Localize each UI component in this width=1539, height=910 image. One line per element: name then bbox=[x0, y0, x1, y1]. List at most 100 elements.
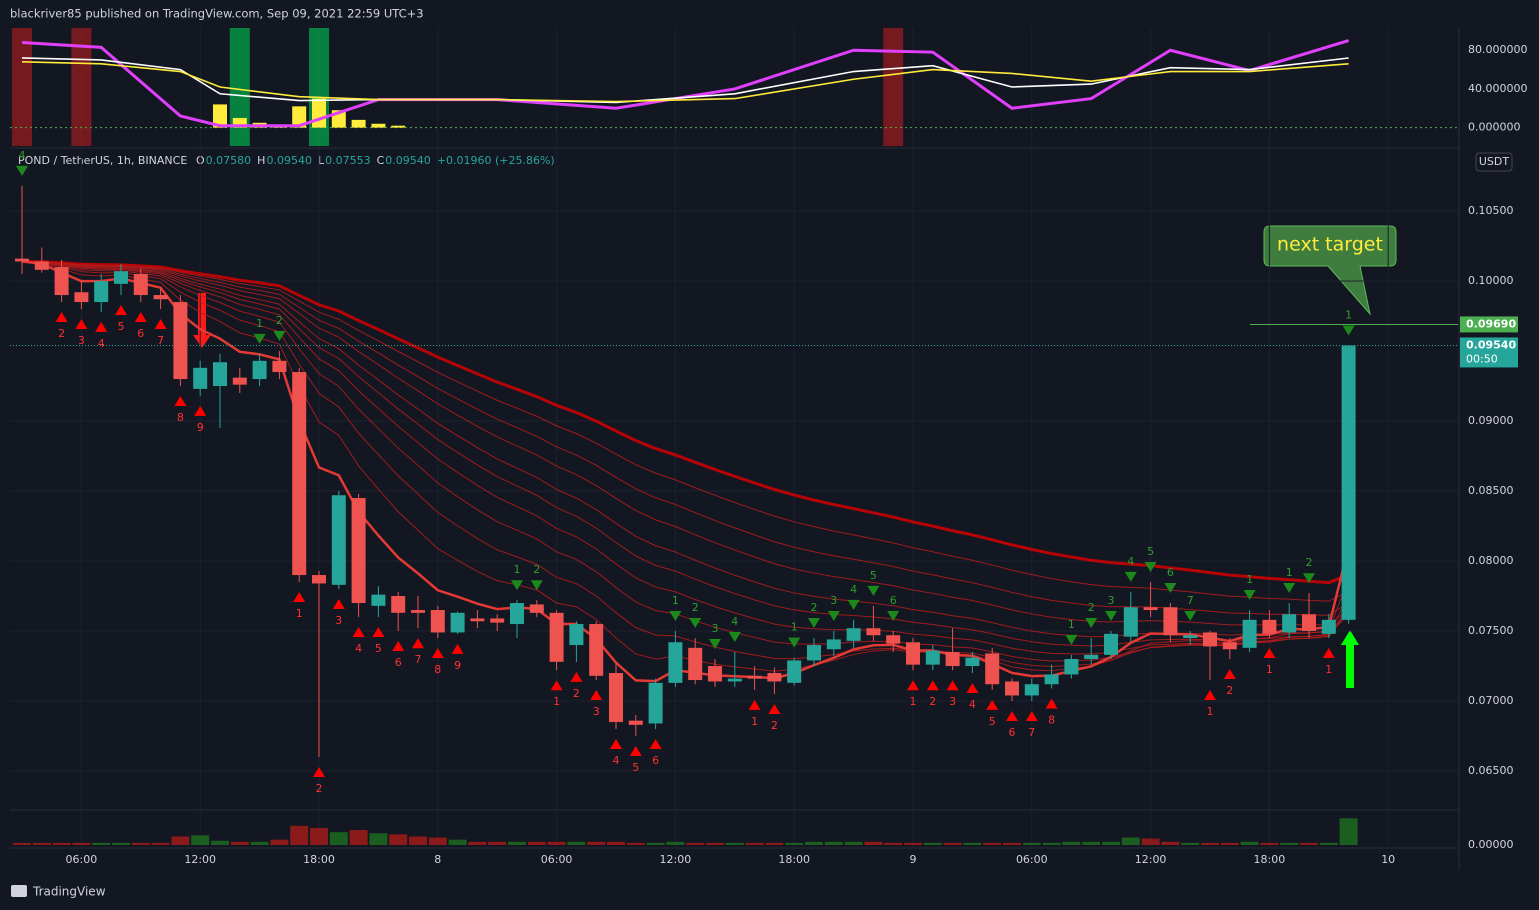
td-buy-count: 4 bbox=[19, 149, 26, 162]
td-buy-count: 1 bbox=[1246, 573, 1253, 586]
td-sell-count: 4 bbox=[969, 698, 976, 711]
td-buy-count: 5 bbox=[870, 569, 877, 582]
td-buy-count: 2 bbox=[1088, 601, 1095, 614]
td-sell-marker bbox=[570, 671, 583, 682]
td-buy-count: 4 bbox=[731, 615, 738, 628]
osc-tick-label: 80.000000 bbox=[1468, 43, 1528, 56]
td-sell-count: 3 bbox=[593, 705, 600, 718]
candle-body bbox=[331, 495, 346, 585]
volume-bar bbox=[567, 841, 586, 845]
candle-body bbox=[1242, 619, 1257, 648]
td-sell-marker bbox=[332, 599, 345, 610]
candle-body bbox=[965, 657, 980, 667]
td-sell-count: 5 bbox=[632, 761, 639, 774]
signal-arrows bbox=[193, 293, 1359, 688]
ema-ribbon bbox=[21, 260, 1349, 647]
td-buy-marker bbox=[1184, 611, 1197, 622]
volume-bar bbox=[409, 836, 427, 845]
td-buy-marker bbox=[1144, 562, 1157, 573]
volume-bar bbox=[1042, 842, 1061, 845]
td-buy-marker bbox=[1085, 618, 1098, 629]
td-buy-count: 2 bbox=[276, 314, 283, 327]
td-buy-marker bbox=[867, 585, 880, 596]
osc-bar bbox=[232, 117, 247, 128]
candle-body bbox=[688, 647, 703, 681]
candle-body bbox=[470, 618, 485, 622]
volume-bar bbox=[1003, 842, 1021, 845]
td-buy-count: 1 bbox=[256, 317, 263, 330]
td-sell-marker bbox=[174, 396, 187, 407]
td-sell-count: 8 bbox=[1048, 713, 1055, 726]
y-tick-label: 0.10500 bbox=[1468, 204, 1514, 217]
candle-body bbox=[529, 604, 544, 613]
volume-bar bbox=[1062, 841, 1081, 845]
td-sell-count: 4 bbox=[613, 754, 620, 767]
osc-highlight bbox=[883, 28, 904, 146]
candle-body bbox=[807, 645, 821, 661]
td-sell-marker bbox=[75, 319, 88, 330]
legend: POND / TetherUS, 1h, BINANCE O0.07580H0.… bbox=[18, 154, 555, 167]
td-sell-count: 1 bbox=[1207, 705, 1214, 718]
y-tick-label: 0.07000 bbox=[1468, 694, 1514, 707]
price-label-box bbox=[1460, 337, 1518, 368]
td-buy-count: 2 bbox=[811, 601, 818, 614]
volume-bar bbox=[824, 841, 843, 845]
candle-body bbox=[985, 653, 1000, 685]
td-sell-count: 5 bbox=[375, 642, 382, 655]
td-sell-count: 2 bbox=[573, 687, 580, 700]
volume-bar bbox=[72, 842, 91, 845]
price-label: 0.09690 bbox=[1466, 317, 1516, 330]
candle-body bbox=[549, 612, 564, 662]
volume-bar bbox=[666, 841, 685, 845]
price-countdown: 00:50 bbox=[1466, 352, 1498, 365]
candle-body bbox=[510, 603, 524, 625]
candle-body bbox=[391, 596, 406, 613]
td-buy-marker bbox=[253, 333, 266, 344]
volume-bar bbox=[963, 842, 982, 845]
candle-body bbox=[430, 610, 445, 633]
y-tick-label: 0.08500 bbox=[1468, 484, 1514, 497]
time-label: 8 bbox=[434, 853, 441, 866]
candle-body bbox=[292, 372, 307, 576]
volume-bar bbox=[1319, 842, 1338, 845]
ema-ribbon bbox=[21, 260, 1350, 672]
td-buy-count: 6 bbox=[890, 594, 897, 607]
candle-body bbox=[906, 642, 920, 665]
td-sell-marker bbox=[194, 405, 207, 416]
candle-body bbox=[767, 673, 782, 682]
td-sell-marker bbox=[352, 627, 365, 638]
td-buy-marker bbox=[808, 618, 820, 629]
candle-body bbox=[1321, 619, 1336, 634]
td-sell-count: 7 bbox=[1028, 726, 1035, 739]
volume-bar bbox=[52, 842, 71, 845]
candle-body bbox=[1084, 654, 1099, 660]
volume-tick-label: 0.00000 bbox=[1468, 838, 1514, 851]
volume-bar bbox=[745, 842, 764, 845]
td-sell-marker bbox=[95, 321, 108, 332]
y-tick-label: 0.07500 bbox=[1468, 624, 1514, 637]
td-sell-count: 5 bbox=[118, 320, 125, 333]
volume-bar bbox=[131, 842, 150, 845]
candle-body bbox=[133, 274, 148, 296]
osc-highlight bbox=[71, 28, 92, 146]
td-buy-count: 2 bbox=[1306, 556, 1313, 569]
td-buy-marker bbox=[1342, 325, 1355, 336]
volume-bar bbox=[191, 835, 210, 845]
td-sell-count: 2 bbox=[771, 719, 778, 732]
volume-bar bbox=[1240, 841, 1259, 845]
time-label: 10 bbox=[1381, 853, 1395, 866]
currency-box bbox=[1475, 152, 1513, 172]
candle-body bbox=[34, 261, 49, 270]
td-sell-marker bbox=[550, 680, 563, 691]
time-label: 12:00 bbox=[1135, 853, 1167, 866]
td-sell-count: 9 bbox=[454, 659, 461, 672]
time-label: 12:00 bbox=[184, 853, 216, 866]
candle-body bbox=[925, 650, 940, 665]
volume-bar bbox=[1339, 818, 1358, 845]
volume-bar bbox=[290, 825, 309, 845]
candle-body bbox=[1044, 674, 1059, 685]
time-label: 9 bbox=[910, 853, 917, 866]
volume-bar bbox=[706, 842, 724, 845]
candle-body bbox=[173, 302, 188, 380]
